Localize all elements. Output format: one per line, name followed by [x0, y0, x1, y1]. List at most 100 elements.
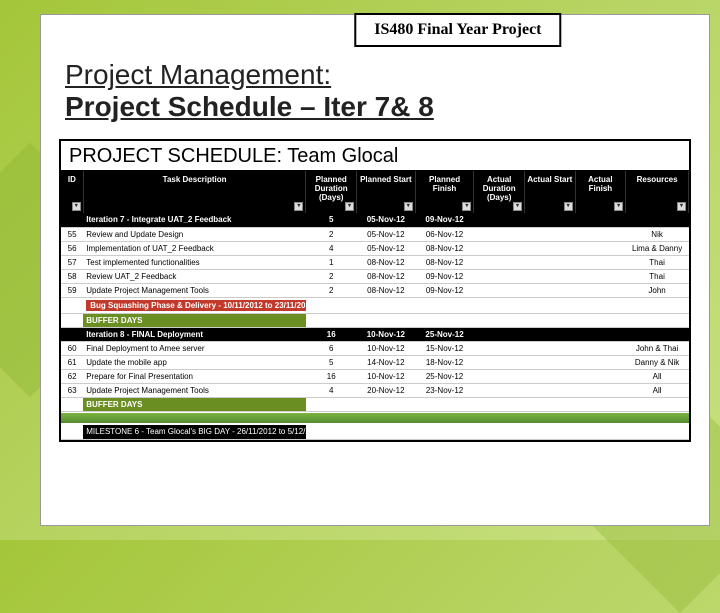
cell-desc: Update Project Management Tools [83, 283, 306, 297]
table-row: BUFFER DAYS [61, 397, 689, 411]
cell-actual-duration [474, 313, 525, 327]
col-header-planned-duration[interactable]: Planned Duration (Days)▾ [306, 171, 357, 213]
col-header-planned-start[interactable]: Planned Start▾ [357, 171, 416, 213]
table-row: 58Review UAT_2 Feedback208-Nov-1209-Nov-… [61, 269, 689, 283]
cell-actual-finish [575, 283, 626, 297]
cell-resources [626, 327, 689, 341]
green-bar [61, 413, 689, 423]
cell-actual-duration [474, 341, 525, 355]
cell-actual-finish [575, 327, 626, 341]
table-row: Bug Squashing Phase & Delivery - 10/11/2… [61, 297, 689, 313]
course-badge: IS480 Final Year Project [354, 13, 561, 47]
col-header-actual-duration[interactable]: Actual Duration (Days)▾ [474, 171, 525, 213]
cell-actual-duration [474, 425, 525, 439]
cell-planned-start: 05-Nov-12 [357, 213, 416, 227]
cell-desc: Prepare for Final Presentation [83, 369, 306, 383]
cell-actual-start [524, 397, 575, 411]
cell-planned-start: 05-Nov-12 [357, 227, 416, 241]
slide-frame: IS480 Final Year Project Project Managem… [40, 14, 710, 526]
cell-actual-duration [474, 283, 525, 297]
table-header-row: ID▾ Task Description▾ Planned Duration (… [61, 171, 689, 213]
filter-icon[interactable]: ▾ [462, 202, 471, 211]
filter-icon[interactable]: ▾ [564, 202, 573, 211]
col-header-actual-finish[interactable]: Actual Finish▾ [575, 171, 626, 213]
col-header-id[interactable]: ID▾ [61, 171, 83, 213]
cell-planned-duration: 16 [306, 327, 357, 341]
cell-planned-duration: 5 [306, 213, 357, 227]
cell-actual-start [524, 355, 575, 369]
table-row: Iteration 7 - Integrate UAT_2 Feedback50… [61, 213, 689, 227]
cell-actual-finish [575, 341, 626, 355]
cell-resources: John [626, 283, 689, 297]
cell-planned-start: 08-Nov-12 [357, 255, 416, 269]
cell-actual-start [524, 327, 575, 341]
cell-actual-finish [575, 355, 626, 369]
cell-planned-finish: 09-Nov-12 [415, 283, 474, 297]
table-row: MILESTONE 6 - Team Glocal's BIG DAY - 26… [61, 425, 689, 439]
cell-actual-finish [575, 425, 626, 439]
cell-actual-duration [474, 255, 525, 269]
cell-actual-duration [474, 213, 525, 227]
cell-id: 55 [61, 227, 83, 241]
cell-planned-finish [415, 425, 474, 439]
cell-resources: Nik [626, 227, 689, 241]
schedule-table: ID▾ Task Description▾ Planned Duration (… [61, 171, 689, 440]
col-header-actual-start[interactable]: Actual Start▾ [524, 171, 575, 213]
table-row: 61Update the mobile app514-Nov-1218-Nov-… [61, 355, 689, 369]
cell-actual-duration [474, 383, 525, 397]
col-header-planned-finish[interactable]: Planned Finish▾ [415, 171, 474, 213]
cell-resources: Lima & Danny [626, 241, 689, 255]
col-header-desc[interactable]: Task Description▾ [83, 171, 306, 213]
cell-id: 61 [61, 355, 83, 369]
cell-desc: Final Deployment to Amee server [83, 341, 306, 355]
cell-id: 58 [61, 269, 83, 283]
filter-icon[interactable]: ▾ [677, 202, 686, 211]
table-body: Iteration 7 - Integrate UAT_2 Feedback50… [61, 213, 689, 439]
table-row: 62Prepare for Final Presentation1610-Nov… [61, 369, 689, 383]
cell-resources [626, 425, 689, 439]
cell-planned-finish: 09-Nov-12 [415, 213, 474, 227]
cell-planned-duration: 2 [306, 269, 357, 283]
cell-resources: All [626, 383, 689, 397]
cell-planned-start: 05-Nov-12 [357, 241, 416, 255]
filter-icon[interactable]: ▾ [513, 202, 522, 211]
cell-desc: Update Project Management Tools [83, 383, 306, 397]
title-line-2: Project Schedule – Iter 7& 8 [65, 91, 685, 123]
cell-actual-finish [575, 369, 626, 383]
filter-icon[interactable]: ▾ [345, 202, 354, 211]
cell-id [61, 425, 83, 439]
cell-resources: Thai [626, 255, 689, 269]
cell-actual-duration [474, 369, 525, 383]
cell-actual-finish [575, 213, 626, 227]
green-divider-row [61, 411, 689, 425]
cell-planned-finish: 25-Nov-12 [415, 327, 474, 341]
cell-actual-finish [575, 383, 626, 397]
cell-id [61, 297, 83, 313]
cell-planned-duration: 4 [306, 383, 357, 397]
table-row: Iteration 8 - FINAL Deployment1610-Nov-1… [61, 327, 689, 341]
cell-resources: John & Thai [626, 341, 689, 355]
filter-icon[interactable]: ▾ [614, 202, 623, 211]
cell-planned-duration [306, 297, 357, 313]
cell-actual-start [524, 283, 575, 297]
cell-planned-start [357, 297, 416, 313]
cell-planned-duration: 2 [306, 227, 357, 241]
schedule-title: PROJECT SCHEDULE: Team Glocal [61, 141, 689, 171]
cell-planned-start [357, 425, 416, 439]
cell-planned-finish: 18-Nov-12 [415, 355, 474, 369]
table-row: 57Test implemented functionalities108-No… [61, 255, 689, 269]
cell-actual-duration [474, 241, 525, 255]
cell-actual-finish [575, 269, 626, 283]
cell-desc: Update the mobile app [83, 355, 306, 369]
col-header-resources[interactable]: Resources▾ [626, 171, 689, 213]
cell-actual-finish [575, 255, 626, 269]
cell-resources: Thai [626, 269, 689, 283]
cell-planned-start: 14-Nov-12 [357, 355, 416, 369]
table-row: 63Update Project Management Tools420-Nov… [61, 383, 689, 397]
filter-icon[interactable]: ▾ [404, 202, 413, 211]
cell-desc: Iteration 8 - FINAL Deployment [83, 327, 306, 341]
cell-actual-duration [474, 397, 525, 411]
filter-icon[interactable]: ▾ [294, 202, 303, 211]
filter-icon[interactable]: ▾ [72, 202, 81, 211]
cell-desc: Implementation of UAT_2 Feedback [83, 241, 306, 255]
